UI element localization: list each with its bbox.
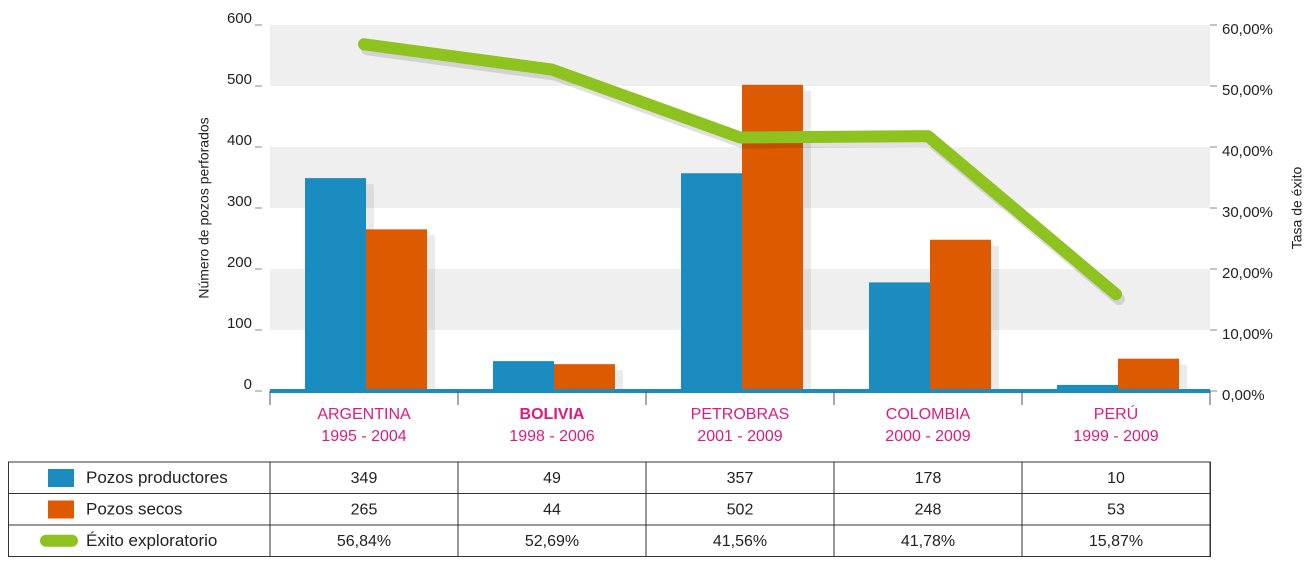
y-tick-label: 500 — [227, 71, 252, 88]
y-tick-label: 300 — [227, 193, 252, 210]
table-cell: 56,84% — [337, 533, 391, 550]
legend-label: Pozos secos — [86, 500, 182, 519]
y2-axis-title: Tasa de éxito — [1289, 167, 1305, 250]
table-cell: 52,69% — [525, 533, 579, 550]
table-cell: 49 — [543, 470, 561, 487]
y2-tick-label: 40,00% — [1222, 143, 1273, 160]
legend-swatch — [48, 469, 74, 487]
bar — [554, 364, 615, 391]
table-row — [8, 493, 1211, 526]
table-cell: 502 — [727, 501, 754, 518]
y2-tick-label: 30,00% — [1222, 204, 1273, 221]
y-tick-label: 400 — [227, 132, 252, 149]
bar — [742, 84, 803, 391]
y-tick-label: 600 — [227, 10, 252, 27]
table-cell: 41,56% — [713, 533, 767, 550]
table-cell: 53 — [1107, 501, 1125, 518]
y2-tick-label: 60,00% — [1222, 21, 1273, 38]
bar — [1118, 358, 1179, 391]
category-label: ARGENTINA — [317, 406, 411, 423]
bar — [869, 282, 930, 391]
category-label: BOLIVIA — [520, 406, 585, 423]
category-period: 2000 - 2009 — [885, 428, 971, 445]
table-cell: 44 — [543, 501, 561, 518]
table-cell: 15,87% — [1089, 533, 1143, 550]
table-cell: 41,78% — [901, 533, 955, 550]
bar — [930, 239, 991, 391]
y-tick-label: 200 — [227, 254, 252, 271]
y-axis-title: Número de pozos perforados — [196, 117, 212, 298]
legend-swatch — [48, 500, 74, 519]
category-label: COLOMBIA — [886, 406, 971, 423]
y-tick-label: 100 — [227, 315, 252, 332]
y-tick-label: 0 — [244, 376, 252, 393]
table-cell: 357 — [727, 470, 754, 487]
y2-tick-label: 50,00% — [1222, 82, 1273, 99]
table-cell: 265 — [351, 501, 378, 518]
category-label: PERÚ — [1094, 404, 1138, 423]
category-period: 1999 - 2009 — [1073, 428, 1159, 445]
y2-tick-label: 0,00% — [1222, 387, 1265, 404]
legend-label: Éxito exploratorio — [86, 531, 217, 550]
category-label: PETROBRAS — [691, 406, 790, 423]
category-period: 2001 - 2009 — [697, 428, 783, 445]
table-cell: 178 — [915, 470, 942, 487]
bar — [493, 361, 554, 391]
y2-tick-label: 10,00% — [1222, 326, 1273, 343]
table-cell: 10 — [1107, 470, 1125, 487]
bar — [305, 178, 366, 391]
table-cell: 349 — [351, 470, 378, 487]
bar — [1057, 384, 1118, 391]
category-period: 1998 - 2006 — [509, 428, 595, 445]
bar — [681, 173, 742, 391]
category-period: 1995 - 2004 — [321, 428, 407, 445]
bar — [366, 229, 427, 391]
table-cell: 248 — [915, 501, 942, 518]
y2-tick-label: 20,00% — [1222, 265, 1273, 282]
legend-label: Pozos productores — [86, 468, 228, 487]
line — [358, 38, 1122, 301]
